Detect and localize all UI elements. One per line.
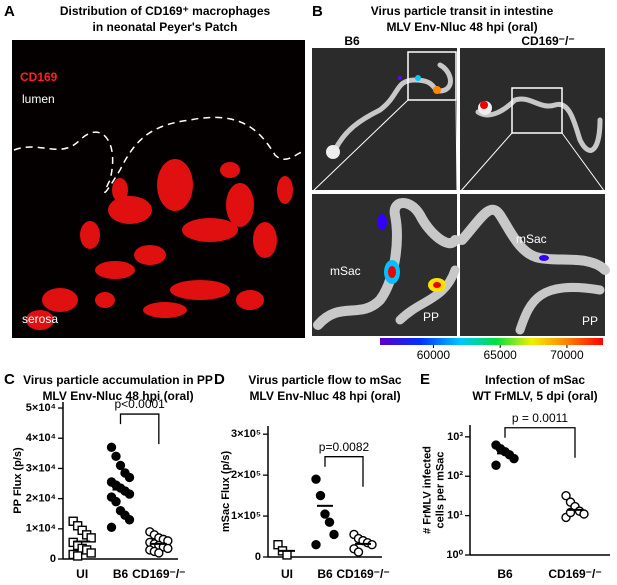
data-point — [311, 474, 321, 484]
data-point — [163, 543, 173, 554]
y-tick-label: 0 — [50, 553, 56, 565]
data-point — [324, 517, 335, 527]
y-tick-label: 3×10⁴ — [26, 462, 56, 474]
significance-bracket — [119, 413, 160, 445]
data-point — [111, 451, 121, 462]
chart-title: MLV Env-Nluc 48 hpi (oral) — [42, 389, 193, 403]
panel-letter: E — [420, 371, 430, 388]
significance-bracket — [504, 427, 576, 458]
panel-letter: D — [214, 371, 225, 388]
data-point — [561, 491, 571, 501]
group-label: B6 — [344, 34, 360, 48]
p-value: p<0.0001 — [114, 397, 165, 411]
data-point — [86, 548, 96, 558]
data-point — [329, 529, 339, 540]
data-point — [106, 522, 117, 532]
data-point — [72, 551, 83, 561]
data-point — [86, 533, 96, 543]
data-point — [124, 472, 135, 483]
chart-title: Infection of mSac — [485, 373, 585, 387]
luminescence-images — [311, 48, 610, 336]
panel-letter: C — [4, 371, 15, 388]
zoom-label: PP — [582, 314, 598, 328]
x-tick-label: CD169⁻/⁻ — [336, 567, 389, 581]
y-tick-label: 10³ — [447, 431, 463, 443]
data-point — [491, 460, 501, 470]
chart-title: Virus particle flow to mSac — [248, 373, 401, 387]
panel-title: Virus particle transit in intestine — [371, 4, 554, 18]
group-label: CD169⁻/⁻ — [521, 34, 574, 48]
chart-title: WT FrMLV, 5 dpi (oral) — [472, 389, 597, 403]
y-axis-label: cells per mSac — [434, 451, 446, 528]
panel-title: in neonatal Peyer's Patch — [93, 20, 238, 34]
data-point — [353, 547, 364, 557]
zoom-label: mSac — [516, 232, 547, 246]
x-tick-label: B6 — [317, 567, 333, 581]
panel-title: Distribution of CD169⁺ macrophages — [60, 4, 271, 18]
region-label: lumen — [22, 92, 55, 106]
y-axis-label: mSac Flux (p/s) — [220, 451, 232, 533]
zoom-label: mSac — [330, 264, 361, 278]
data-point — [124, 515, 135, 525]
x-tick-label: CD169⁻/⁻ — [132, 567, 185, 581]
data-point — [124, 489, 135, 499]
data-point — [311, 540, 321, 550]
y-tick-label: 5×10⁴ — [26, 402, 56, 414]
data-point — [111, 496, 121, 507]
panel-subtitle: MLV Env-Nluc 48 hpi (oral) — [386, 20, 537, 34]
y-axis-label: PP Flux (p/s) — [12, 447, 24, 514]
micrograph — [12, 40, 306, 338]
zoom-label: PP — [423, 310, 439, 324]
chart-title: Virus particle accumulation in PP — [23, 373, 213, 387]
y-tick-label: 1×10⁴ — [26, 523, 56, 535]
y-tick-label: 2×10⁵ — [231, 469, 261, 481]
y-tick-label: 4×10⁴ — [26, 432, 56, 444]
data-point — [106, 442, 117, 452]
colorbar-label: 70000 — [550, 348, 584, 362]
y-tick-label: 10² — [447, 470, 463, 482]
y-axis-label: # FrMLV infected — [421, 446, 433, 534]
panel-letter: B — [312, 3, 323, 20]
data-point — [320, 509, 330, 519]
p-value: p = 0.0011 — [512, 411, 568, 425]
x-tick-label: UI — [281, 567, 293, 581]
y-tick-label: 10¹ — [447, 510, 463, 522]
data-point — [154, 548, 164, 558]
y-tick-label: 0 — [255, 551, 261, 563]
panel-letter: A — [4, 3, 15, 20]
stain-label: CD169 — [20, 70, 58, 84]
y-tick-label: 10⁰ — [446, 549, 463, 561]
data-point — [282, 550, 292, 560]
chart-title: MLV Env-Nluc 48 hpi (oral) — [249, 389, 400, 403]
colorbar-label: 65000 — [483, 348, 517, 362]
x-tick-label: UI — [76, 567, 88, 581]
y-tick-label: 3×10⁵ — [231, 428, 261, 440]
p-value: p=0.0082 — [319, 440, 370, 454]
data-point — [115, 460, 126, 471]
y-tick-label: 1×10⁵ — [231, 510, 261, 522]
colorbar-label: 60000 — [417, 348, 451, 362]
data-point — [509, 453, 519, 464]
data-point — [315, 490, 326, 501]
colorbar — [380, 338, 603, 345]
x-tick-label: B6 — [497, 567, 513, 581]
region-label: serosa — [22, 312, 58, 326]
significance-bracket — [324, 456, 364, 487]
y-tick-label: 2×10⁴ — [26, 493, 56, 505]
data-point — [579, 509, 589, 519]
x-tick-label: B6 — [113, 567, 129, 581]
x-tick-label: CD169⁻/⁻ — [548, 567, 601, 581]
